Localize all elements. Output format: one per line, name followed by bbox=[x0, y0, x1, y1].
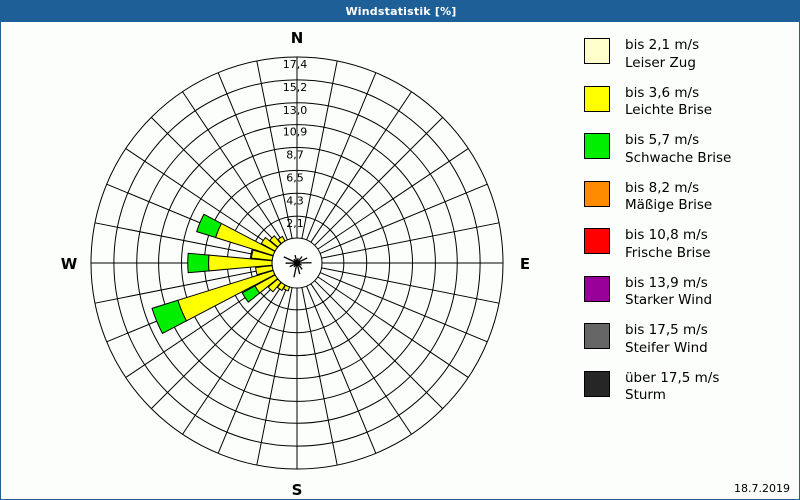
wind-rose-wedge bbox=[196, 213, 223, 239]
wind-rose-wedge bbox=[241, 285, 261, 303]
legend-item: bis 13,9 m/s Starker Wind bbox=[584, 275, 794, 316]
center-marker bbox=[283, 254, 312, 278]
compass-label-south: S bbox=[292, 481, 303, 499]
legend-speed-range: bis 3,6 m/s bbox=[625, 84, 700, 101]
legend-beaufort-name: Frische Brise bbox=[625, 244, 711, 261]
legend-speed-range: bis 2,1 m/s bbox=[625, 37, 700, 53]
legend-speed-range: bis 5,7 m/s bbox=[625, 132, 700, 148]
wind-rose-wedge bbox=[187, 252, 210, 274]
legend-item: über 17,5 m/s Sturm bbox=[584, 370, 794, 411]
legend-swatch-icon bbox=[584, 38, 610, 64]
legend-label: bis 5,7 m/s Schwache Brise bbox=[625, 132, 731, 167]
legend-swatch-icon bbox=[584, 133, 610, 159]
legend-speed-range: bis 10,8 m/s bbox=[625, 227, 708, 243]
legend-label: über 17,5 m/s Sturm bbox=[625, 370, 719, 405]
radial-tick-label: 17,4 bbox=[283, 58, 308, 71]
legend-beaufort-name: Leichte Brise bbox=[625, 102, 713, 118]
window-title-bar: Windstatistik [%] bbox=[1, 1, 799, 22]
wind-rose-wedge bbox=[151, 299, 188, 335]
compass-label-north: N bbox=[291, 29, 304, 47]
legend-beaufort-name: Steifer Wind bbox=[625, 339, 708, 356]
wind-rose-chart: 2,1 4,3 6,5 8,7 10,9 13,0 15,2 17,4 N E S W bbox=[1, 22, 561, 499]
legend: bis 2,1 m/s Leiser Zug bis 3,6 m/s Leichte … bbox=[584, 37, 794, 417]
compass-label-west: W bbox=[61, 255, 78, 273]
legend-swatch-icon bbox=[584, 228, 610, 254]
radial-tick-label: 2,1 bbox=[286, 217, 304, 230]
wind-rose-svg: 2,1 4,3 6,5 8,7 10,9 13,0 15,2 17,4 N E S W bbox=[61, 29, 530, 499]
legend-beaufort-name: Starker Wind bbox=[625, 292, 713, 308]
legend-speed-range: bis 17,5 m/s bbox=[625, 322, 708, 338]
wind-rose-wedge bbox=[177, 269, 276, 322]
radial-tick-label: 6,5 bbox=[286, 171, 304, 184]
legend-swatch-icon bbox=[584, 180, 610, 207]
legend-item: bis 10,8 m/s Frische Brise bbox=[584, 227, 794, 268]
footer-date: 18.7.2019 bbox=[734, 482, 790, 495]
legend-speed-range: bis 8,2 m/s bbox=[625, 179, 700, 196]
radial-tick-label: 13,0 bbox=[283, 104, 308, 117]
legend-beaufort-name: Schwache Brise bbox=[625, 149, 732, 166]
legend-speed-range: über 17,5 m/s bbox=[625, 369, 720, 386]
legend-beaufort-name: Sturm bbox=[625, 387, 666, 403]
legend-beaufort-name: Leiser Zug bbox=[625, 54, 696, 71]
legend-item: bis 3,6 m/s Leichte Brise bbox=[584, 85, 794, 126]
legend-label: bis 2,1 m/s Leiser Zug bbox=[625, 37, 699, 72]
legend-label: bis 10,8 m/s Frische Brise bbox=[625, 227, 711, 262]
radial-tick-label: 8,7 bbox=[286, 149, 304, 162]
legend-label: bis 13,9 m/s Starker Wind bbox=[625, 275, 712, 310]
legend-label: bis 17,5 m/s Steifer Wind bbox=[625, 322, 708, 357]
legend-item: bis 2,1 m/s Leiser Zug bbox=[584, 37, 794, 78]
legend-swatch-icon bbox=[584, 323, 610, 349]
legend-swatch-icon bbox=[584, 275, 610, 302]
legend-speed-range: bis 13,9 m/s bbox=[625, 274, 708, 291]
legend-beaufort-name: Mäßige Brise bbox=[625, 197, 713, 213]
legend-swatch-icon bbox=[584, 85, 610, 112]
wind-rose-wedge bbox=[277, 235, 286, 245]
radial-tick-label: 4,3 bbox=[286, 194, 304, 207]
radial-tick-label: 10,9 bbox=[283, 126, 308, 139]
legend-item: bis 8,2 m/s Mäßige Brise bbox=[584, 180, 794, 221]
radial-tick-label: 15,2 bbox=[283, 81, 308, 94]
legend-item: bis 5,7 m/s Schwache Brise bbox=[584, 132, 794, 173]
legend-swatch-icon bbox=[584, 370, 610, 397]
legend-item: bis 17,5 m/s Steifer Wind bbox=[584, 322, 794, 363]
compass-label-east: E bbox=[520, 255, 530, 273]
legend-label: bis 3,6 m/s Leichte Brise bbox=[625, 85, 712, 120]
legend-label: bis 8,2 m/s Mäßige Brise bbox=[625, 180, 712, 215]
